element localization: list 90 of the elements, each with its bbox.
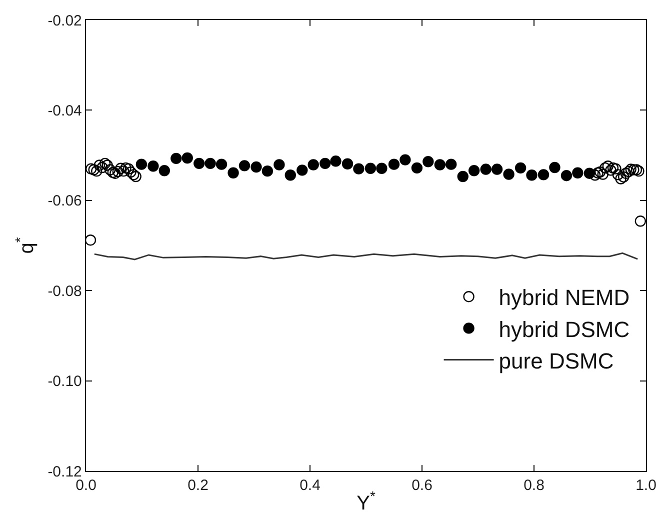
point — [238, 160, 250, 172]
point — [99, 158, 111, 170]
point — [86, 234, 96, 246]
x-tick-label: 0.8 — [524, 477, 544, 494]
point — [400, 154, 411, 166]
point — [572, 167, 584, 178]
y-tick-label: -0.02 — [48, 12, 82, 30]
point — [597, 168, 608, 180]
point — [623, 166, 634, 178]
point — [584, 168, 596, 179]
point — [388, 158, 400, 170]
point — [296, 164, 308, 176]
x-tick-label: 0.2 — [188, 477, 208, 494]
line-series — [94, 252, 638, 260]
point — [118, 165, 130, 177]
point — [91, 165, 102, 177]
point — [434, 159, 446, 170]
point — [86, 163, 97, 174]
point — [136, 158, 148, 170]
point — [112, 166, 124, 178]
point — [194, 158, 205, 170]
point — [284, 170, 296, 181]
point — [446, 158, 457, 170]
point — [104, 164, 116, 176]
x-tick-label: 1.0 — [636, 477, 656, 494]
point — [148, 160, 159, 172]
y-tick-label: -0.08 — [48, 282, 82, 300]
point — [630, 164, 642, 176]
point — [615, 173, 626, 184]
legend-label: hybrid NEMD — [498, 285, 630, 310]
point — [182, 152, 193, 164]
point — [158, 165, 170, 176]
x-tick-label: 0.6 — [412, 477, 432, 494]
point — [262, 165, 274, 177]
point — [250, 161, 262, 173]
point — [602, 160, 614, 172]
point — [589, 170, 601, 181]
point — [549, 162, 560, 174]
point — [308, 159, 319, 170]
point — [353, 163, 364, 174]
point — [538, 169, 550, 180]
legend-label: pure DSMC — [498, 348, 614, 374]
point — [228, 167, 239, 178]
point — [170, 152, 182, 164]
point — [610, 163, 622, 174]
point — [503, 168, 514, 180]
point — [94, 160, 106, 171]
point — [625, 164, 636, 175]
point — [468, 165, 480, 176]
point — [600, 162, 611, 174]
point — [216, 158, 228, 170]
point — [605, 164, 616, 176]
point — [330, 156, 342, 167]
point — [628, 164, 640, 176]
point — [364, 162, 376, 174]
point — [342, 158, 354, 170]
point — [457, 170, 468, 182]
point — [88, 164, 100, 176]
point — [115, 162, 126, 174]
point — [526, 170, 538, 181]
point — [411, 162, 423, 174]
point — [480, 164, 492, 175]
y-tick-label: -0.10 — [48, 373, 82, 390]
point — [634, 216, 646, 227]
point — [594, 166, 606, 178]
point — [274, 159, 285, 170]
point — [607, 162, 619, 174]
x-axis-title: Y$^{*}$ — [356, 488, 376, 515]
point — [96, 162, 108, 174]
point — [633, 165, 644, 177]
point — [102, 160, 113, 171]
point — [620, 168, 632, 179]
point — [514, 162, 526, 174]
point — [618, 171, 630, 183]
point — [107, 166, 118, 178]
point — [120, 162, 132, 174]
point — [122, 163, 134, 174]
point — [376, 162, 388, 174]
point — [204, 158, 216, 170]
point — [491, 164, 503, 175]
y-tick-label: -0.06 — [48, 192, 82, 210]
legend-label: hybrid DSMC — [498, 316, 630, 342]
point — [125, 166, 136, 178]
y-tick-label: -0.04 — [48, 102, 82, 120]
point — [612, 169, 624, 180]
point — [320, 158, 331, 170]
point — [422, 156, 434, 168]
point — [560, 170, 572, 182]
point — [110, 168, 121, 179]
x-tick-label: 0.4 — [300, 477, 320, 494]
